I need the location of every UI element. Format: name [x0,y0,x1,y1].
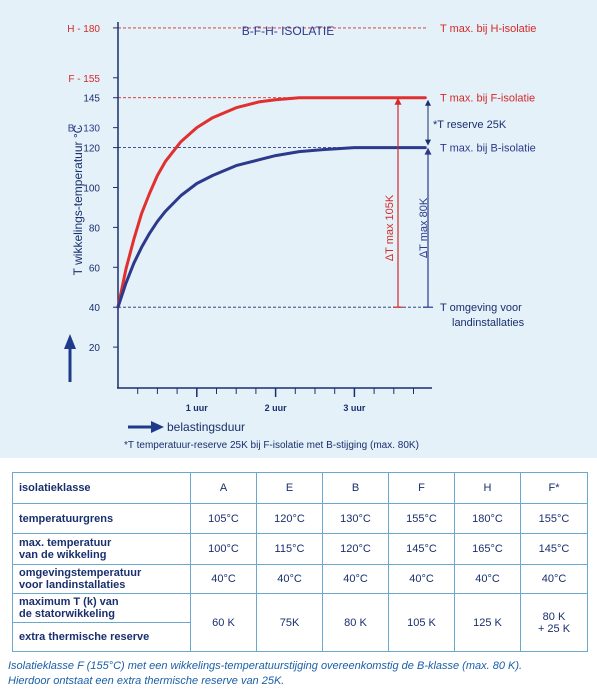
y-tick-label: 120 [83,144,100,155]
table-cell: 125 K [454,593,521,652]
table-cell: 40°C [256,564,323,594]
table-cell: 40°C [520,564,588,594]
reference-line-label: T omgeving voor [440,302,522,314]
y-class-tick-label: F - 155 [68,74,100,85]
table-cell: 40°C [190,564,257,594]
x-tick-label: 3 uur [343,403,366,413]
row-label-line: voor landinstallaties [19,579,126,591]
arrow-head-icon [394,97,402,105]
table-cell: 80 K [322,593,389,652]
arrow-up-icon [64,334,76,349]
arrow-head-icon [424,147,432,155]
delta-t-label: ΔT max 80K [418,197,430,258]
row-label-ambient-temperature: omgevingstemperatuur voor landinstallatie… [12,564,191,594]
arrow-head-icon [425,99,431,106]
row-label-line: de statorwikkeling [19,608,115,620]
caption-line: Hierdoor ontstaat een extra thermische r… [8,675,285,687]
row-label-line: omgevingstemperatuur [19,567,142,579]
reference-line-label: T max. bij H-isolatie [440,23,536,35]
y-axis-label: T wikkelings-temperatuur °C [71,124,85,275]
row-label-extra-thermal-reserve: extra thermische reserve [12,622,191,652]
class-header-e: E [256,472,323,504]
row-label-line: max. temperatuur [19,537,112,549]
class-header-b: B [322,472,389,504]
table-cell: 115°C [256,533,323,565]
reference-line-label: T max. bij B-isolatie [440,143,536,155]
y-tick-label: 40 [89,303,101,314]
y-tick-label: 100 [83,184,100,195]
row-label-max-winding-temperature: max. temperatuur van de wikkeling [12,533,191,565]
x-tick-label: 1 uur [186,403,209,413]
table-header-row: isolatieklasse A E B F H F* [12,472,588,504]
reference-line-label: T max. bij F-isolatie [440,93,535,105]
table-cell: 40°C [322,564,389,594]
table-cell: 145°C [388,533,455,565]
y-tick-label: 80 [89,223,101,234]
y-class-tick-label: B - 130 [68,124,101,135]
chart-panel: T max. bij H-isolatie T max. bij F-isolat… [0,0,597,458]
table-cell: 145°C [520,533,588,565]
table-cell: 130°C [322,503,389,534]
table-cell: 105 K [388,593,455,652]
x-axis-label: belastingsduur [167,420,245,434]
table-cell: 40°C [454,564,521,594]
reference-line-label: landinstallaties [452,317,525,329]
class-header-f: F [388,472,455,504]
reserve-label: *T reserve 25K [433,119,507,131]
cell-line: 80 K [542,610,566,623]
table-cell: 155°C [520,503,588,534]
y-tick-label: 60 [89,263,101,274]
series-line [116,146,427,309]
table-cell: 120°C [256,503,323,534]
arrow-head-icon [425,139,431,146]
row-label-line: maximum T (k) van [19,596,119,608]
temperature-chart: T max. bij H-isolatie T max. bij F-isolat… [64,22,536,451]
series-line [116,96,427,309]
x-tick-label: 2 uur [265,403,288,413]
row-label-temperature-limit: temperatuurgrens [12,503,191,534]
cell-line: + 25 K [537,622,571,635]
caption: Isolatieklasse F (155°C) met een wikkeli… [8,659,593,689]
table-cell: 180°C [454,503,521,534]
insulation-class-table: isolatieklasse A E B F H F* temperatuurg… [12,472,588,652]
y-tick-label: 145 [83,94,100,105]
chart-title: B-F-H- ISOLATIE [242,24,334,38]
chart-footnote: *T temperatuur-reserve 25K bij F-isolati… [124,440,419,451]
table-header-label: isolatieklasse [12,472,191,504]
arrow-right-icon [151,421,164,433]
table-cell: 105°C [190,503,257,534]
delta-t-label: ΔT max 105K [384,194,396,261]
table-cell: 40°C [388,564,455,594]
caption-line: Isolatieklasse F (155°C) met een wikkeli… [8,660,523,672]
table-cell: 120°C [322,533,389,565]
y-tick-label: 20 [89,343,101,354]
row-label-line: van de wikkeling [19,549,107,561]
table-row: max. temperatuur van de wikkeling 100°C 1… [12,533,588,565]
table-row: temperatuurgrens 105°C 120°C 130°C 155°C… [12,503,588,534]
table-cell: 60 K [190,593,257,652]
class-header-a: A [190,472,257,504]
y-class-tick-label: H - 180 [67,24,100,35]
table-cell: 100°C [190,533,257,565]
row-label-max-stator-rise: maximum T (k) van de statorwikkeling [12,593,191,623]
table-cell: 75K [256,593,323,652]
table-cell: 165°C [454,533,521,565]
class-header-f-star: F* [520,472,588,504]
table-row: omgevingstemperatuur voor landinstallatie… [12,564,588,594]
table-cell: 155°C [388,503,455,534]
class-header-h: H [454,472,521,504]
table-row: extra thermische reserve [12,622,588,652]
table-cell-f-star-rise: 80 K + 25 K [520,593,588,652]
table-row: maximum T (k) van de statorwikkeling 60 K… [12,593,588,652]
